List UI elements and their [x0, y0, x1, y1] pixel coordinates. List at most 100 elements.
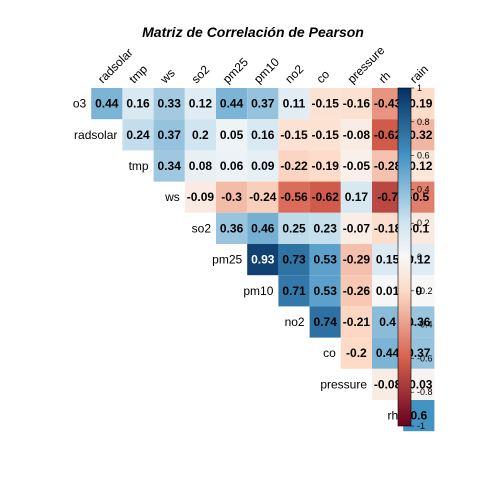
heatmap-cell: [153, 119, 185, 151]
cell-value-label: 0.23: [314, 221, 338, 235]
cell-value-label: 0.09: [251, 159, 275, 173]
cell-value-label: -0.62: [374, 128, 402, 142]
row-label-pm10: pm10: [243, 284, 273, 298]
heatmap-cell: [216, 150, 248, 182]
heatmap-cell: [122, 88, 154, 120]
heatmap-cell: [247, 181, 279, 213]
heatmap-cell: [184, 150, 216, 182]
heatmap-cell: [216, 119, 248, 151]
colorbar-gradient: [398, 88, 411, 426]
cell-value-label: -0.32: [405, 128, 433, 142]
cell-value-label: 0.93: [251, 253, 275, 267]
heatmap-cell: [184, 88, 216, 120]
heatmap-cell: [247, 212, 279, 244]
cell-value-label: -0.12: [405, 159, 433, 173]
heatmap-cell: [216, 212, 248, 244]
cell-value-label: 0.12: [407, 253, 431, 267]
heatmap-cell: [247, 244, 279, 276]
heatmap-cell: [216, 88, 248, 120]
cell-value-label: 0.17: [345, 190, 369, 204]
cell-value-label: -0.3: [221, 190, 242, 204]
cell-value-label: 0: [415, 284, 422, 298]
heatmap-cell: [278, 88, 310, 120]
cell-value-label: -0.43: [374, 97, 402, 111]
cell-value-label: 0.37: [158, 128, 182, 142]
cell-value-label: 0.36: [220, 221, 244, 235]
colorbar-tick-label: 0.4: [417, 184, 430, 194]
colorbar-tick-label: -0.6: [417, 353, 433, 363]
cell-value-label: -0.16: [343, 97, 371, 111]
row-label-co: co: [323, 346, 336, 360]
row-label-pressure: pressure: [320, 377, 367, 391]
colorbar-tick-label: -0.4: [417, 320, 433, 330]
cell-value-label: 0.12: [189, 97, 213, 111]
row-label-o3: o3: [73, 97, 87, 111]
row-label-pm25: pm25: [212, 253, 242, 267]
cell-value-label: 0.71: [282, 284, 306, 298]
heatmap-cell: [340, 212, 372, 244]
heatmap-cell: [309, 150, 341, 182]
cell-value-label: 0.01: [376, 284, 400, 298]
row-label-no2: no2: [285, 315, 305, 329]
cell-value-label: -0.18: [374, 221, 402, 235]
cell-value-label: -0.2: [346, 346, 367, 360]
chart-title: Matriz de Correlación de Pearson: [142, 24, 364, 40]
cell-value-label: -0.19: [405, 97, 433, 111]
cell-value-label: -0.24: [249, 190, 277, 204]
heatmap-cell: [340, 150, 372, 182]
heatmap-cell: [247, 88, 279, 120]
row-label-rh: rh: [388, 409, 399, 423]
heatmap-cell: [340, 306, 372, 338]
cell-value-label: -0.26: [343, 284, 371, 298]
heatmap-cell: [340, 88, 372, 120]
heatmap-cell: [153, 88, 185, 120]
cell-value-label: 0.53: [314, 284, 338, 298]
heatmap-cell: [309, 119, 341, 151]
heatmap-cell: [278, 119, 310, 151]
cell-value-label: -0.28: [374, 159, 402, 173]
heatmap-cell: [309, 88, 341, 120]
cell-value-label: 0.06: [220, 159, 244, 173]
heatmap-cell: [340, 275, 372, 307]
heatmap-cell: [184, 181, 216, 213]
colorbar-tick-label: 0: [417, 252, 422, 262]
cell-value-label: 0.44: [95, 97, 119, 111]
heatmap-cell: [309, 244, 341, 276]
cell-value-label: -0.22: [280, 159, 308, 173]
cell-value-label: -0.08: [343, 128, 371, 142]
cell-value-label: 0.16: [251, 128, 275, 142]
cell-value-label: 0.05: [220, 128, 244, 142]
colorbar-tick-label: 0.8: [417, 117, 430, 127]
cell-value-label: 0.25: [282, 221, 306, 235]
cell-value-label: 0.46: [251, 221, 275, 235]
cell-value-label: 0.15: [376, 253, 400, 267]
cell-value-label: 0.37: [407, 346, 431, 360]
cell-value-label: 0.37: [251, 97, 275, 111]
row-label-so2: so2: [192, 221, 212, 235]
heatmap-cell: [278, 244, 310, 276]
heatmap-cell: [216, 181, 248, 213]
colorbar-tick-label: 0.2: [417, 218, 430, 228]
row-label-radsolar: radsolar: [74, 128, 117, 142]
row-labels: o3 radsolar tmp ws so2 pm25 pm10 no2 co pressure r…: [73, 97, 398, 423]
colorbar-tick-label: 1: [417, 83, 422, 93]
heatmap-cell: [247, 150, 279, 182]
cell-value-label: -0.03: [405, 377, 433, 391]
cell-value-label: -0.15: [312, 97, 340, 111]
colorbar-tick-label: -0.8: [417, 387, 433, 397]
heatmap-cell: [91, 88, 123, 120]
heatmap-cell: [340, 181, 372, 213]
cell-value-label: -0.1: [408, 221, 429, 235]
heatmap-cell: [340, 337, 372, 369]
heatmap-cell: [184, 119, 216, 151]
heatmap-cell: [153, 150, 185, 182]
heatmap-cell: [278, 275, 310, 307]
cell-value-label: -0.15: [280, 128, 308, 142]
cell-value-label: -0.08: [374, 377, 402, 391]
heatmap-cell: [247, 119, 279, 151]
colorbar-tick-label: -1: [417, 421, 425, 431]
heatmap-cell: [309, 181, 341, 213]
cell-value-label: -0.05: [343, 159, 371, 173]
heatmap-cell: [278, 181, 310, 213]
cell-value-label: -0.15: [312, 128, 340, 142]
